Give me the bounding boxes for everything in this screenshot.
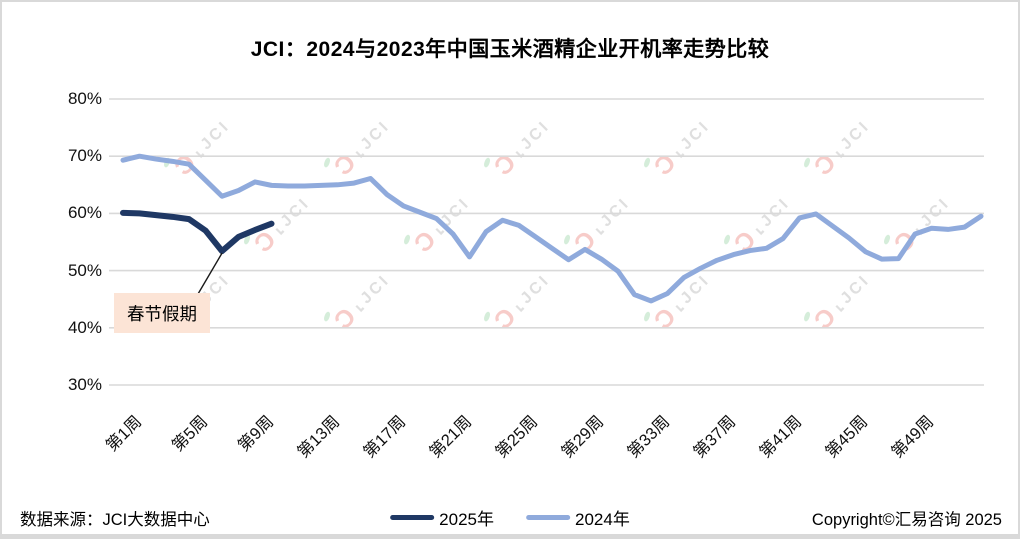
y-tick-label: 60% [67,203,102,223]
legend-line-swatch-2024 [526,515,570,520]
annotation-pointer-line [197,252,223,295]
legend-label-2024: 2024年 [575,510,630,529]
legend-line-swatch-2025 [390,515,435,520]
copyright-text: Copyright©汇易咨询 2025 [811,511,1002,529]
legend-item-2024: 2024年 [526,505,630,530]
y-tick-label: 70% [67,146,102,166]
legend: 2025年 2024年 [390,505,630,530]
y-tick-label: 50% [67,260,102,280]
legend-label-2025: 2025年 [439,510,494,529]
y-tick-label: 80% [67,89,102,108]
series-line-2025年 [120,209,275,255]
legend-item-2025: 2025年 [390,505,494,530]
annotation-spring-festival: 春节假期 [114,293,210,333]
data-source-text: 数据来源：JCI大数据中心 [20,511,210,529]
y-tick-label: 40% [67,317,102,337]
series-line-2024年 [120,153,984,304]
y-tick-label: 30% [67,375,102,394]
chart-title: JCI：2024与2023年中国玉米酒精企业开机率走势比较 [250,38,770,61]
